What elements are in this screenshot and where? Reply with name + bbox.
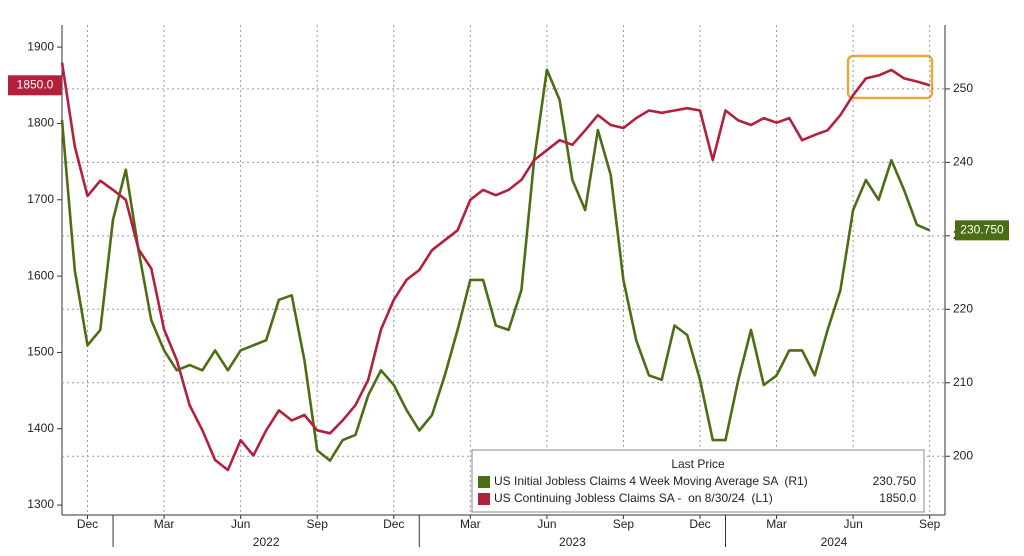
- badge-text: 230.750: [960, 223, 1004, 237]
- legend-value: 1850.0: [879, 491, 916, 505]
- highlight-box: [846, 54, 934, 100]
- badge-bg: [8, 75, 62, 96]
- x-tick-label: Sep: [919, 517, 941, 531]
- x-tick-label: Mar: [766, 517, 787, 531]
- y2-tick-label: 240: [953, 155, 973, 169]
- year-label: 2024: [821, 535, 848, 549]
- y-tick-label: 1900: [27, 39, 54, 53]
- legend-label: US Initial Jobless Claims 4 Week Moving …: [494, 474, 808, 488]
- x-tick-label: Dec: [383, 517, 404, 531]
- legend-box: [471, 449, 925, 513]
- last-value-badge: 1850.0: [8, 75, 62, 96]
- x-tick-label: Mar: [154, 517, 175, 531]
- badge-text: 1850.0: [17, 77, 54, 91]
- y2-tick-label: 220: [953, 301, 973, 315]
- legend-value: 230.750: [873, 474, 917, 488]
- y2-tick-label: 200: [953, 448, 973, 462]
- year-label: 2023: [559, 535, 586, 549]
- badge-bg: [955, 220, 1009, 241]
- series-line: [60, 62, 931, 472]
- y-tick-label: 1500: [27, 345, 54, 359]
- last-value-badge: 230.750: [955, 220, 1009, 241]
- x-tick-label: Dec: [77, 517, 98, 531]
- legend-label: US Continuing Jobless Claims SA - on 8/3…: [494, 491, 773, 505]
- y2-tick-label: 250: [953, 81, 973, 95]
- y-tick-label: 1700: [27, 192, 54, 206]
- y2-tick-label: 210: [953, 375, 973, 389]
- y-tick-label: 1400: [27, 421, 54, 435]
- x-tick-label: Sep: [613, 517, 635, 531]
- legend-swatch: [478, 476, 490, 488]
- x-tick-label: Dec: [689, 517, 710, 531]
- y-tick-label: 1600: [27, 268, 54, 282]
- series-line: [60, 68, 931, 462]
- legend-title: Last Price: [671, 457, 725, 471]
- y-tick-label: 1300: [27, 497, 54, 511]
- x-tick-label: Mar: [460, 517, 481, 531]
- year-label: 2022: [253, 535, 280, 549]
- legend: Last Price US Initial Jobless Claims 4 We…: [471, 449, 925, 513]
- x-tick-label: Jun: [843, 517, 862, 531]
- legend-swatch: [478, 493, 490, 505]
- x-tick-label: Sep: [307, 517, 329, 531]
- x-tick-label: Jun: [231, 517, 250, 531]
- x-tick-label: Jun: [537, 517, 556, 531]
- y-tick-label: 1800: [27, 116, 54, 130]
